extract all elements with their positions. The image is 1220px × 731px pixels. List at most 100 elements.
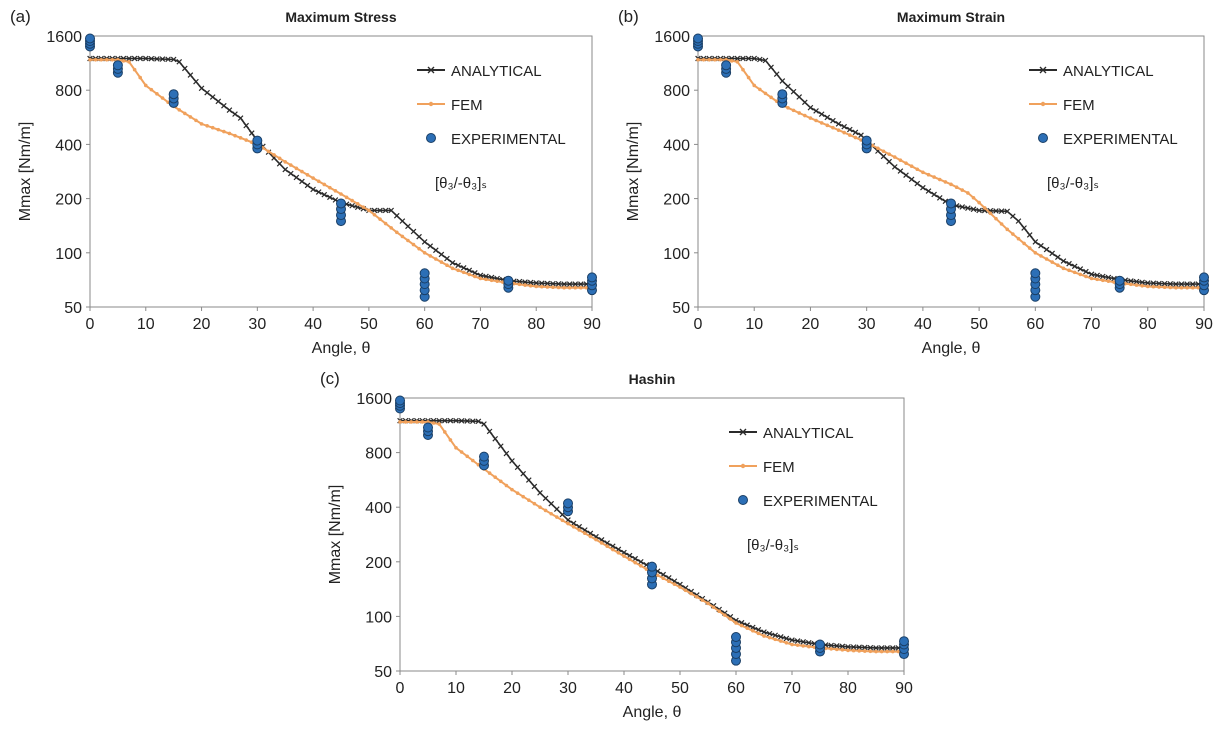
fem-marker: [879, 649, 884, 654]
fem-marker: [1016, 236, 1021, 241]
analytical-marker: [824, 114, 831, 121]
analytical-marker: [1189, 281, 1196, 287]
analytical-marker: [432, 247, 439, 254]
analytical-marker: [828, 642, 835, 649]
x-tick-label: 70: [472, 316, 490, 333]
experimental-point: [777, 89, 788, 100]
y-tick-label: 200: [55, 192, 82, 209]
analytical-marker: [204, 89, 210, 96]
x-tick-label: 70: [783, 680, 801, 697]
fem-marker: [943, 180, 948, 184]
y-tick-label: 200: [663, 192, 690, 209]
fem-marker: [545, 285, 550, 289]
fem-marker: [534, 284, 539, 289]
legend-label: ANALYTICAL: [763, 425, 854, 442]
analytical-marker: [908, 176, 915, 183]
fem-marker: [194, 118, 198, 123]
experimental-point: [336, 198, 346, 209]
analytical-marker: [215, 98, 222, 105]
fem-marker: [266, 149, 271, 154]
fem-marker: [556, 285, 561, 290]
legend-label: EXPERIMENTAL: [1063, 131, 1178, 148]
fem-marker: [428, 254, 433, 258]
fem-marker: [549, 511, 553, 516]
fem-marker: [339, 192, 343, 196]
fem-marker: [752, 83, 757, 88]
fem-marker: [551, 285, 555, 290]
fem-marker: [717, 609, 721, 614]
analytical-marker: [880, 153, 887, 160]
fem-marker: [1095, 277, 1099, 282]
x-tick-label: 20: [193, 316, 211, 333]
fem-marker: [445, 263, 449, 268]
analytical-marker: [845, 643, 851, 650]
legend-label: FEM: [1063, 97, 1095, 114]
analytical-marker: [959, 204, 966, 210]
x-tick-label: 20: [802, 316, 820, 333]
analytical-marker: [800, 639, 807, 645]
fem-marker: [515, 491, 520, 495]
experimental-point: [1030, 268, 1041, 279]
fem-marker: [1027, 246, 1032, 250]
fem-marker: [210, 125, 215, 130]
x-tick-label: 40: [914, 316, 932, 333]
analytical-marker: [441, 417, 448, 424]
fem-marker: [786, 106, 790, 110]
analytical-marker: [914, 180, 921, 187]
analytical-marker: [773, 71, 780, 77]
fem-marker: [622, 554, 626, 558]
analytical-marker: [416, 233, 422, 240]
fem-marker: [378, 217, 382, 221]
fem-marker: [160, 96, 165, 100]
fem-marker: [891, 649, 895, 654]
fem-marker: [540, 284, 544, 289]
fem-marker: [1185, 285, 1189, 290]
fem-marker: [328, 185, 332, 190]
analytical-marker: [886, 158, 892, 165]
analytical-marker: [377, 207, 383, 214]
fem-marker: [1179, 285, 1184, 290]
fem-marker: [555, 515, 559, 519]
series-fem: [696, 58, 1206, 290]
fem-marker: [523, 283, 527, 287]
fem-marker: [739, 623, 744, 628]
fem-marker: [350, 198, 354, 203]
fem-marker: [484, 277, 488, 282]
analytical-marker: [755, 626, 762, 633]
fem-marker: [311, 176, 315, 180]
y-tick-label: 100: [365, 609, 392, 626]
chart-title: Maximum Stress: [285, 9, 396, 25]
fem-marker: [735, 60, 740, 64]
analytical-marker: [538, 280, 545, 287]
analytical-marker: [542, 495, 549, 502]
series-experimental: [693, 33, 1209, 302]
fem-marker: [829, 647, 833, 651]
analytical-marker: [891, 164, 898, 170]
analytical-marker: [740, 55, 746, 62]
fem-marker: [403, 420, 408, 424]
fem-marker: [773, 637, 777, 642]
fem-marker: [846, 648, 850, 653]
fem-marker: [1168, 285, 1173, 290]
fem-marker: [406, 238, 410, 243]
y-tick-label: 800: [663, 83, 690, 100]
analytical-marker: [148, 55, 155, 62]
analytical-marker: [1049, 250, 1056, 257]
analytical-marker: [1150, 280, 1157, 287]
experimental-point: [395, 395, 405, 406]
experimental-point: [419, 268, 430, 279]
fem-marker: [588, 534, 593, 539]
x-tick-label: 10: [137, 316, 155, 333]
analytical-marker: [349, 202, 355, 209]
fem-marker: [583, 531, 587, 536]
fem-marker: [1190, 285, 1195, 290]
fem-marker: [417, 246, 421, 251]
analytical-marker: [170, 56, 177, 63]
analytical-marker: [522, 279, 528, 285]
analytical-marker: [131, 55, 138, 62]
fem-marker: [751, 628, 755, 633]
fem-marker: [88, 58, 92, 62]
analytical-marker: [1139, 279, 1145, 286]
analytical-marker: [805, 639, 812, 646]
experimental-point: [731, 631, 741, 642]
